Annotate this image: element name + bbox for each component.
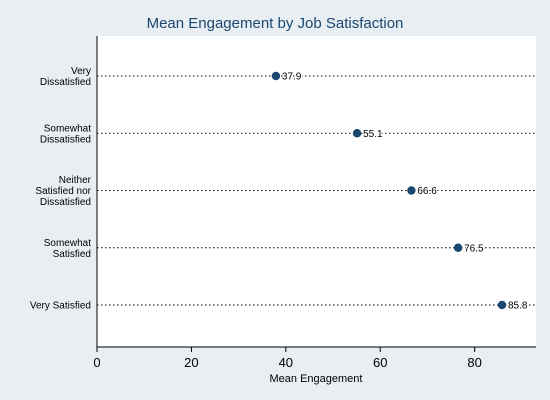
category-label: Very Dissatisfied bbox=[40, 66, 91, 88]
dot-value-label: 85.8 bbox=[508, 301, 528, 312]
x-tick-label: 60 bbox=[373, 355, 387, 370]
category-label-line: Satisfied bbox=[53, 249, 91, 260]
category-label-line: Dissatisfied bbox=[40, 134, 91, 145]
dot-value-label: 66.6 bbox=[417, 186, 437, 197]
dot-row: 66.6 Neither Satisfied nor Dissatisfied bbox=[35, 175, 536, 208]
category-label-line: Somewhat bbox=[44, 238, 91, 249]
plot-area bbox=[97, 36, 536, 347]
category-label-line: Dissatisfied bbox=[40, 77, 91, 88]
x-tick-label: 40 bbox=[279, 355, 293, 370]
category-label: Neither Satisfied nor Dissatisfied bbox=[35, 175, 91, 208]
dot-row: 85.8 Very Satisfied bbox=[30, 299, 536, 313]
x-tick-label: 20 bbox=[184, 355, 198, 370]
category-label: Somewhat Dissatisfied bbox=[40, 123, 91, 145]
category-label-line: Very Satisfied bbox=[30, 301, 91, 312]
dot-marker bbox=[271, 71, 281, 81]
dot-marker bbox=[453, 243, 463, 252]
dot-marker bbox=[352, 129, 362, 138]
dot-row: 76.5 Somewhat Satisfied bbox=[44, 238, 536, 260]
dot-value-label: 37.9 bbox=[282, 72, 302, 83]
category-label-line: Somewhat bbox=[44, 123, 91, 134]
category-label-line: Neither bbox=[59, 175, 92, 186]
dot-value-label: 76.5 bbox=[464, 243, 484, 254]
chart-title: Mean Engagement by Job Satisfaction bbox=[147, 15, 404, 32]
dot-value-label: 55.1 bbox=[363, 129, 383, 140]
dot-marker bbox=[407, 186, 416, 195]
category-label-line: Dissatisfied bbox=[40, 197, 91, 208]
category-label-line: Satisfied nor bbox=[35, 186, 91, 197]
category-label-line: Very bbox=[71, 66, 91, 77]
category-label: Somewhat Satisfied bbox=[44, 238, 91, 260]
x-tick-label: 80 bbox=[467, 355, 481, 370]
dot-row: 37.9 Very Dissatisfied bbox=[40, 66, 536, 88]
category-label: Very Satisfied bbox=[30, 301, 91, 312]
dot-row: 55.1 Somewhat Dissatisfied bbox=[40, 123, 536, 145]
dot-marker bbox=[497, 300, 507, 310]
x-tick-label: 0 bbox=[93, 355, 100, 370]
x-axis-label: Mean Engagement bbox=[270, 373, 363, 385]
